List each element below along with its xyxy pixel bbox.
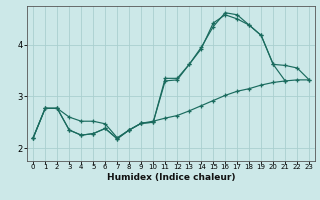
X-axis label: Humidex (Indice chaleur): Humidex (Indice chaleur) [107, 173, 236, 182]
